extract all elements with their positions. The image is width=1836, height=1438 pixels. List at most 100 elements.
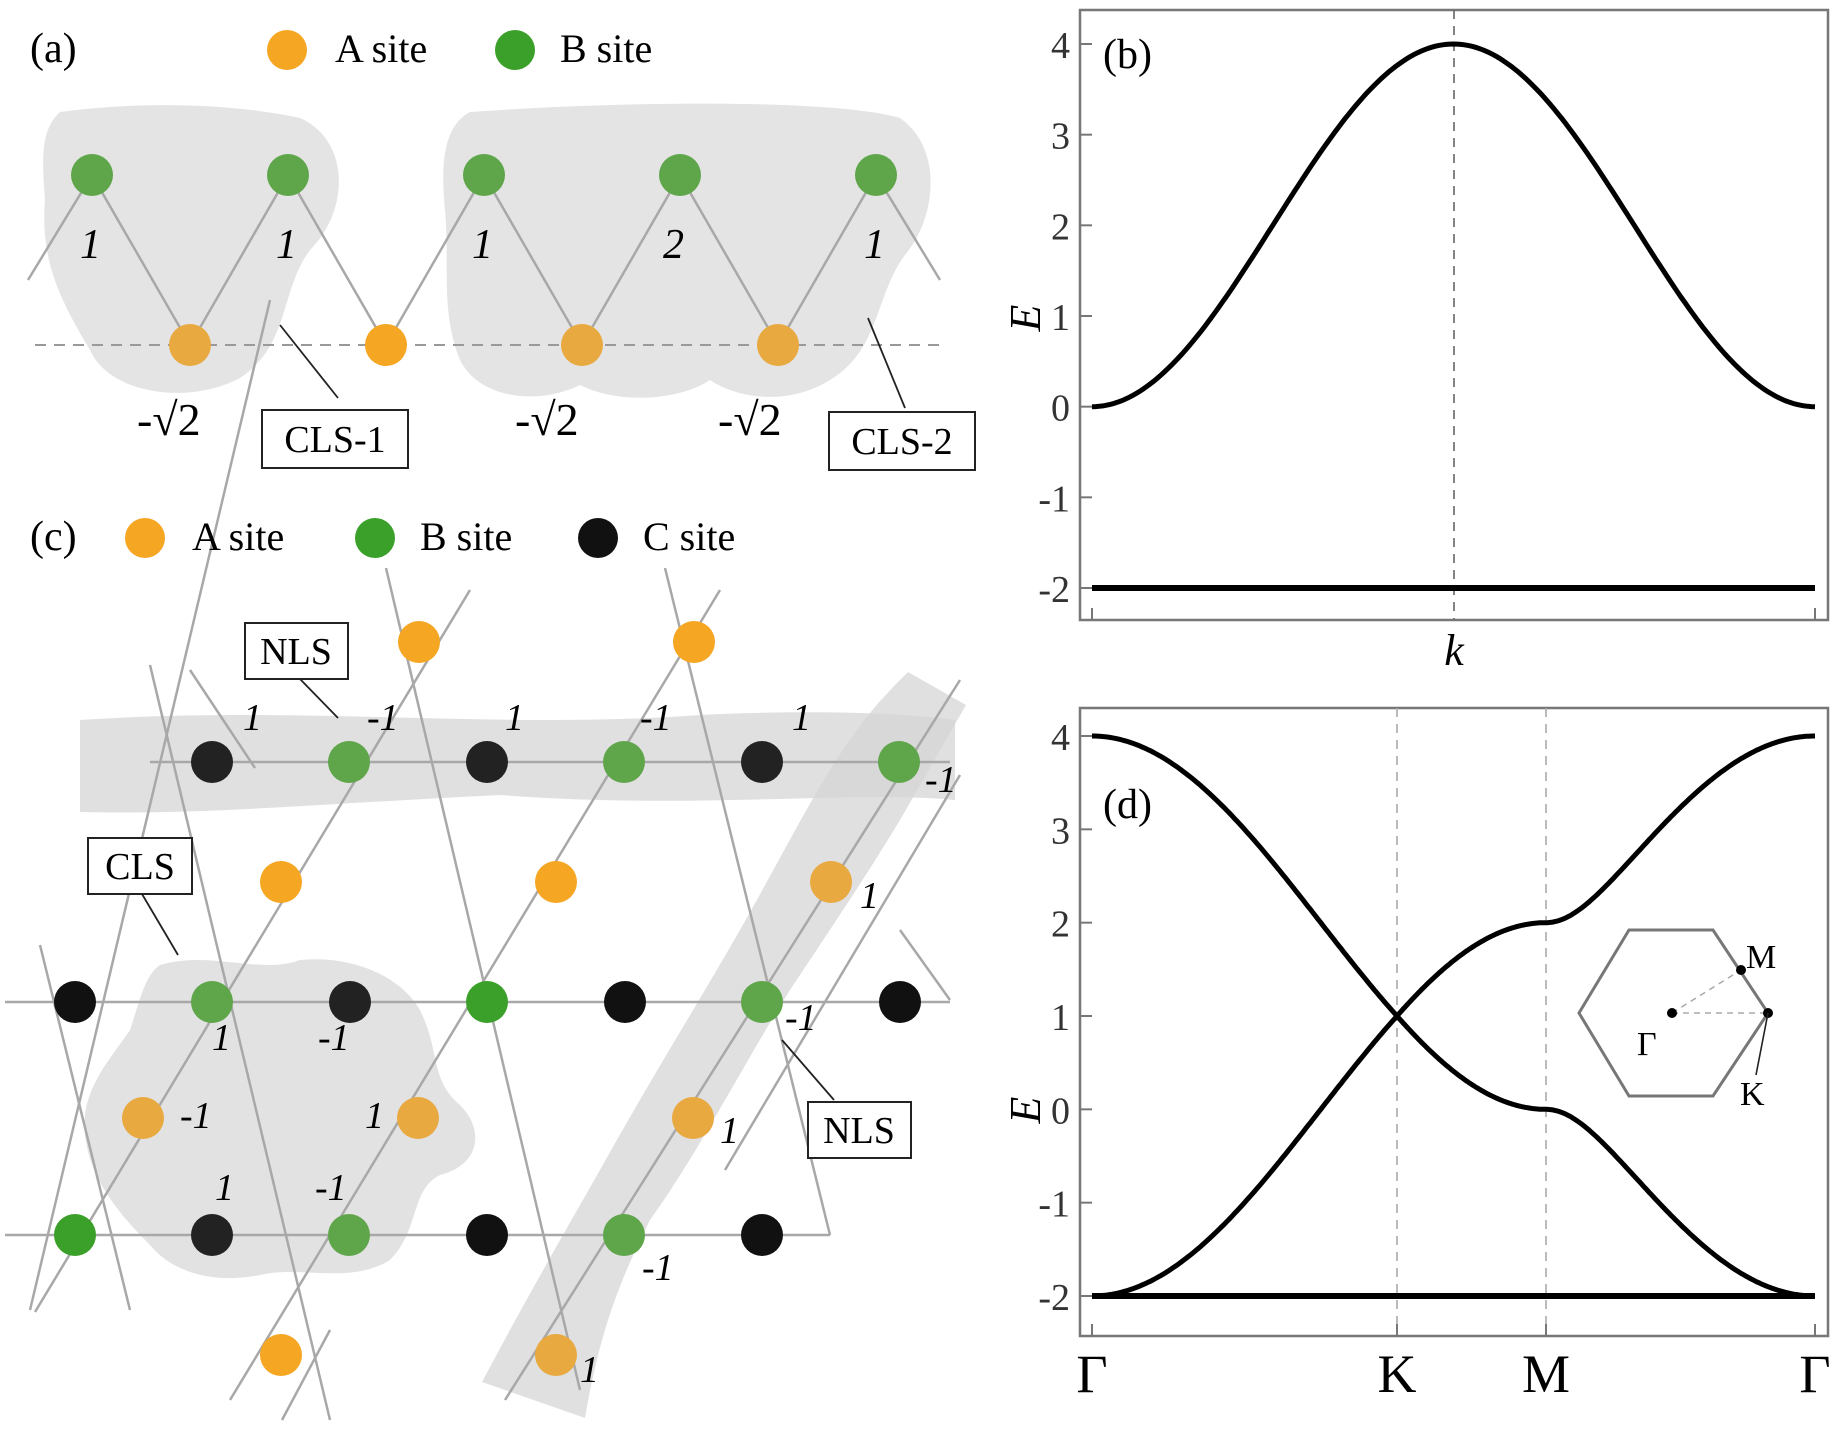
legend-a-site-label: A site — [192, 514, 284, 559]
weight-a: -√2 — [718, 394, 782, 445]
chart-b-yticks: 4 3 2 1 0 -1 -2 — [1038, 25, 1092, 611]
nls-right-box — [807, 1101, 912, 1159]
y-tick-label: 4 — [1051, 717, 1070, 759]
cls-hex-shade — [84, 959, 476, 1279]
a-sites — [169, 324, 799, 366]
chart-b-panel-label: (b) — [1103, 32, 1152, 78]
b-site — [463, 154, 505, 196]
chart-b-xlabel: k — [1444, 626, 1465, 675]
cls1-box — [261, 409, 409, 469]
cls1-pointer — [279, 324, 339, 399]
legend-b-site-dot — [355, 518, 395, 558]
weight: -1 — [642, 1247, 674, 1289]
a-site — [398, 621, 440, 663]
legend-a-site-dot — [267, 30, 307, 70]
y-tick-label: 3 — [1051, 810, 1070, 852]
c-site — [741, 1214, 783, 1256]
brillouin-zone-inset: M Γ K — [1577, 928, 1776, 1113]
b-sites — [71, 154, 897, 196]
weight-a: -√2 — [515, 394, 579, 445]
b-sites-c — [54, 741, 920, 1256]
y-tick-label: 4 — [1051, 25, 1070, 67]
c-site — [54, 981, 96, 1023]
chart-d-upper-band — [1092, 733, 1815, 1020]
panel-a: (a) A site B site 1 1 1 2 1 -√2 -√2 -√2 … — [26, 26, 976, 471]
weight: 1 — [792, 697, 811, 739]
b-site — [659, 154, 701, 196]
y-tick-label: 3 — [1051, 116, 1070, 158]
a-sites-c — [122, 621, 852, 1376]
weight: 1 — [215, 1167, 234, 1209]
a-site — [260, 861, 302, 903]
a-site — [365, 324, 407, 366]
x-tick-label: K — [1378, 1344, 1417, 1404]
cls2-shade — [443, 103, 931, 398]
legend-b-site-label: B site — [560, 26, 652, 71]
a-site — [673, 621, 715, 663]
y-tick-label: -2 — [1038, 569, 1070, 611]
weight: 1 — [243, 697, 262, 739]
y-tick-label: 0 — [1051, 1090, 1070, 1132]
nls-diag-shade — [482, 672, 966, 1418]
a-site — [672, 1097, 714, 1139]
a-site — [169, 324, 211, 366]
inset-label-gamma: Γ — [1637, 1026, 1657, 1063]
a-site — [561, 324, 603, 366]
b-site — [267, 154, 309, 196]
b-site — [71, 154, 113, 196]
cls2-label: CLS-2 — [851, 421, 952, 463]
c-site — [191, 741, 233, 783]
y-tick-label: -1 — [1038, 478, 1070, 520]
cls-label: CLS — [105, 846, 175, 888]
panel-c: (c) A site B site C site NLS CLS NLS 1 -… — [5, 299, 966, 1421]
a-site — [397, 1097, 439, 1139]
weight-b: 1 — [80, 222, 101, 268]
b-site — [328, 1214, 370, 1256]
chart-d-yticks: 4 3 2 1 0 -1 -2 — [1038, 717, 1092, 1319]
cls-box — [87, 837, 193, 895]
panel-label-c: (c) — [30, 514, 77, 560]
c-site — [741, 741, 783, 783]
a-site — [757, 324, 799, 366]
legend-a-site-dot — [125, 518, 165, 558]
chart-b-dispersive-band — [1091, 41, 1816, 410]
a-site — [535, 861, 577, 903]
legend-a-site-label: A site — [335, 26, 427, 71]
weight: 1 — [505, 697, 524, 739]
b-site — [603, 1214, 645, 1256]
c-site — [604, 981, 646, 1023]
b-site — [741, 981, 783, 1023]
chart-d-ylabel: E — [1001, 1096, 1050, 1124]
weight: -1 — [180, 1095, 212, 1137]
weight: -1 — [785, 997, 817, 1039]
inset-label-k: K — [1740, 1076, 1765, 1113]
y-tick-label: 1 — [1051, 997, 1070, 1039]
y-tick-label: -2 — [1038, 1277, 1070, 1319]
weight-a: -√2 — [137, 394, 201, 445]
cls-pointer — [141, 893, 179, 956]
legend-c-site-label: C site — [643, 514, 735, 559]
inset-label-m: M — [1746, 939, 1776, 976]
y-tick-label: 2 — [1051, 904, 1070, 946]
weight: -1 — [318, 1017, 350, 1059]
nls-top-pointer — [299, 678, 339, 719]
x-tick-label: M — [1522, 1344, 1570, 1404]
c-site — [879, 981, 921, 1023]
a-site — [810, 861, 852, 903]
c-sites — [54, 741, 921, 1256]
chart-b-ylabel: E — [1001, 304, 1050, 332]
weight: 1 — [580, 1349, 599, 1391]
cls2-pointer — [867, 317, 906, 409]
c-site — [191, 1214, 233, 1256]
y-tick-label: 1 — [1051, 297, 1070, 339]
gamma-point — [1667, 1008, 1677, 1018]
x-tick-label: Γ — [1076, 1344, 1107, 1404]
legend-c-site-dot — [578, 518, 618, 558]
panel-label-a: (a) — [30, 26, 77, 72]
chart-d-frame — [1078, 706, 1830, 1338]
weight-b: 1 — [276, 222, 297, 268]
a-site — [260, 1334, 302, 1376]
a-site — [122, 1097, 164, 1139]
